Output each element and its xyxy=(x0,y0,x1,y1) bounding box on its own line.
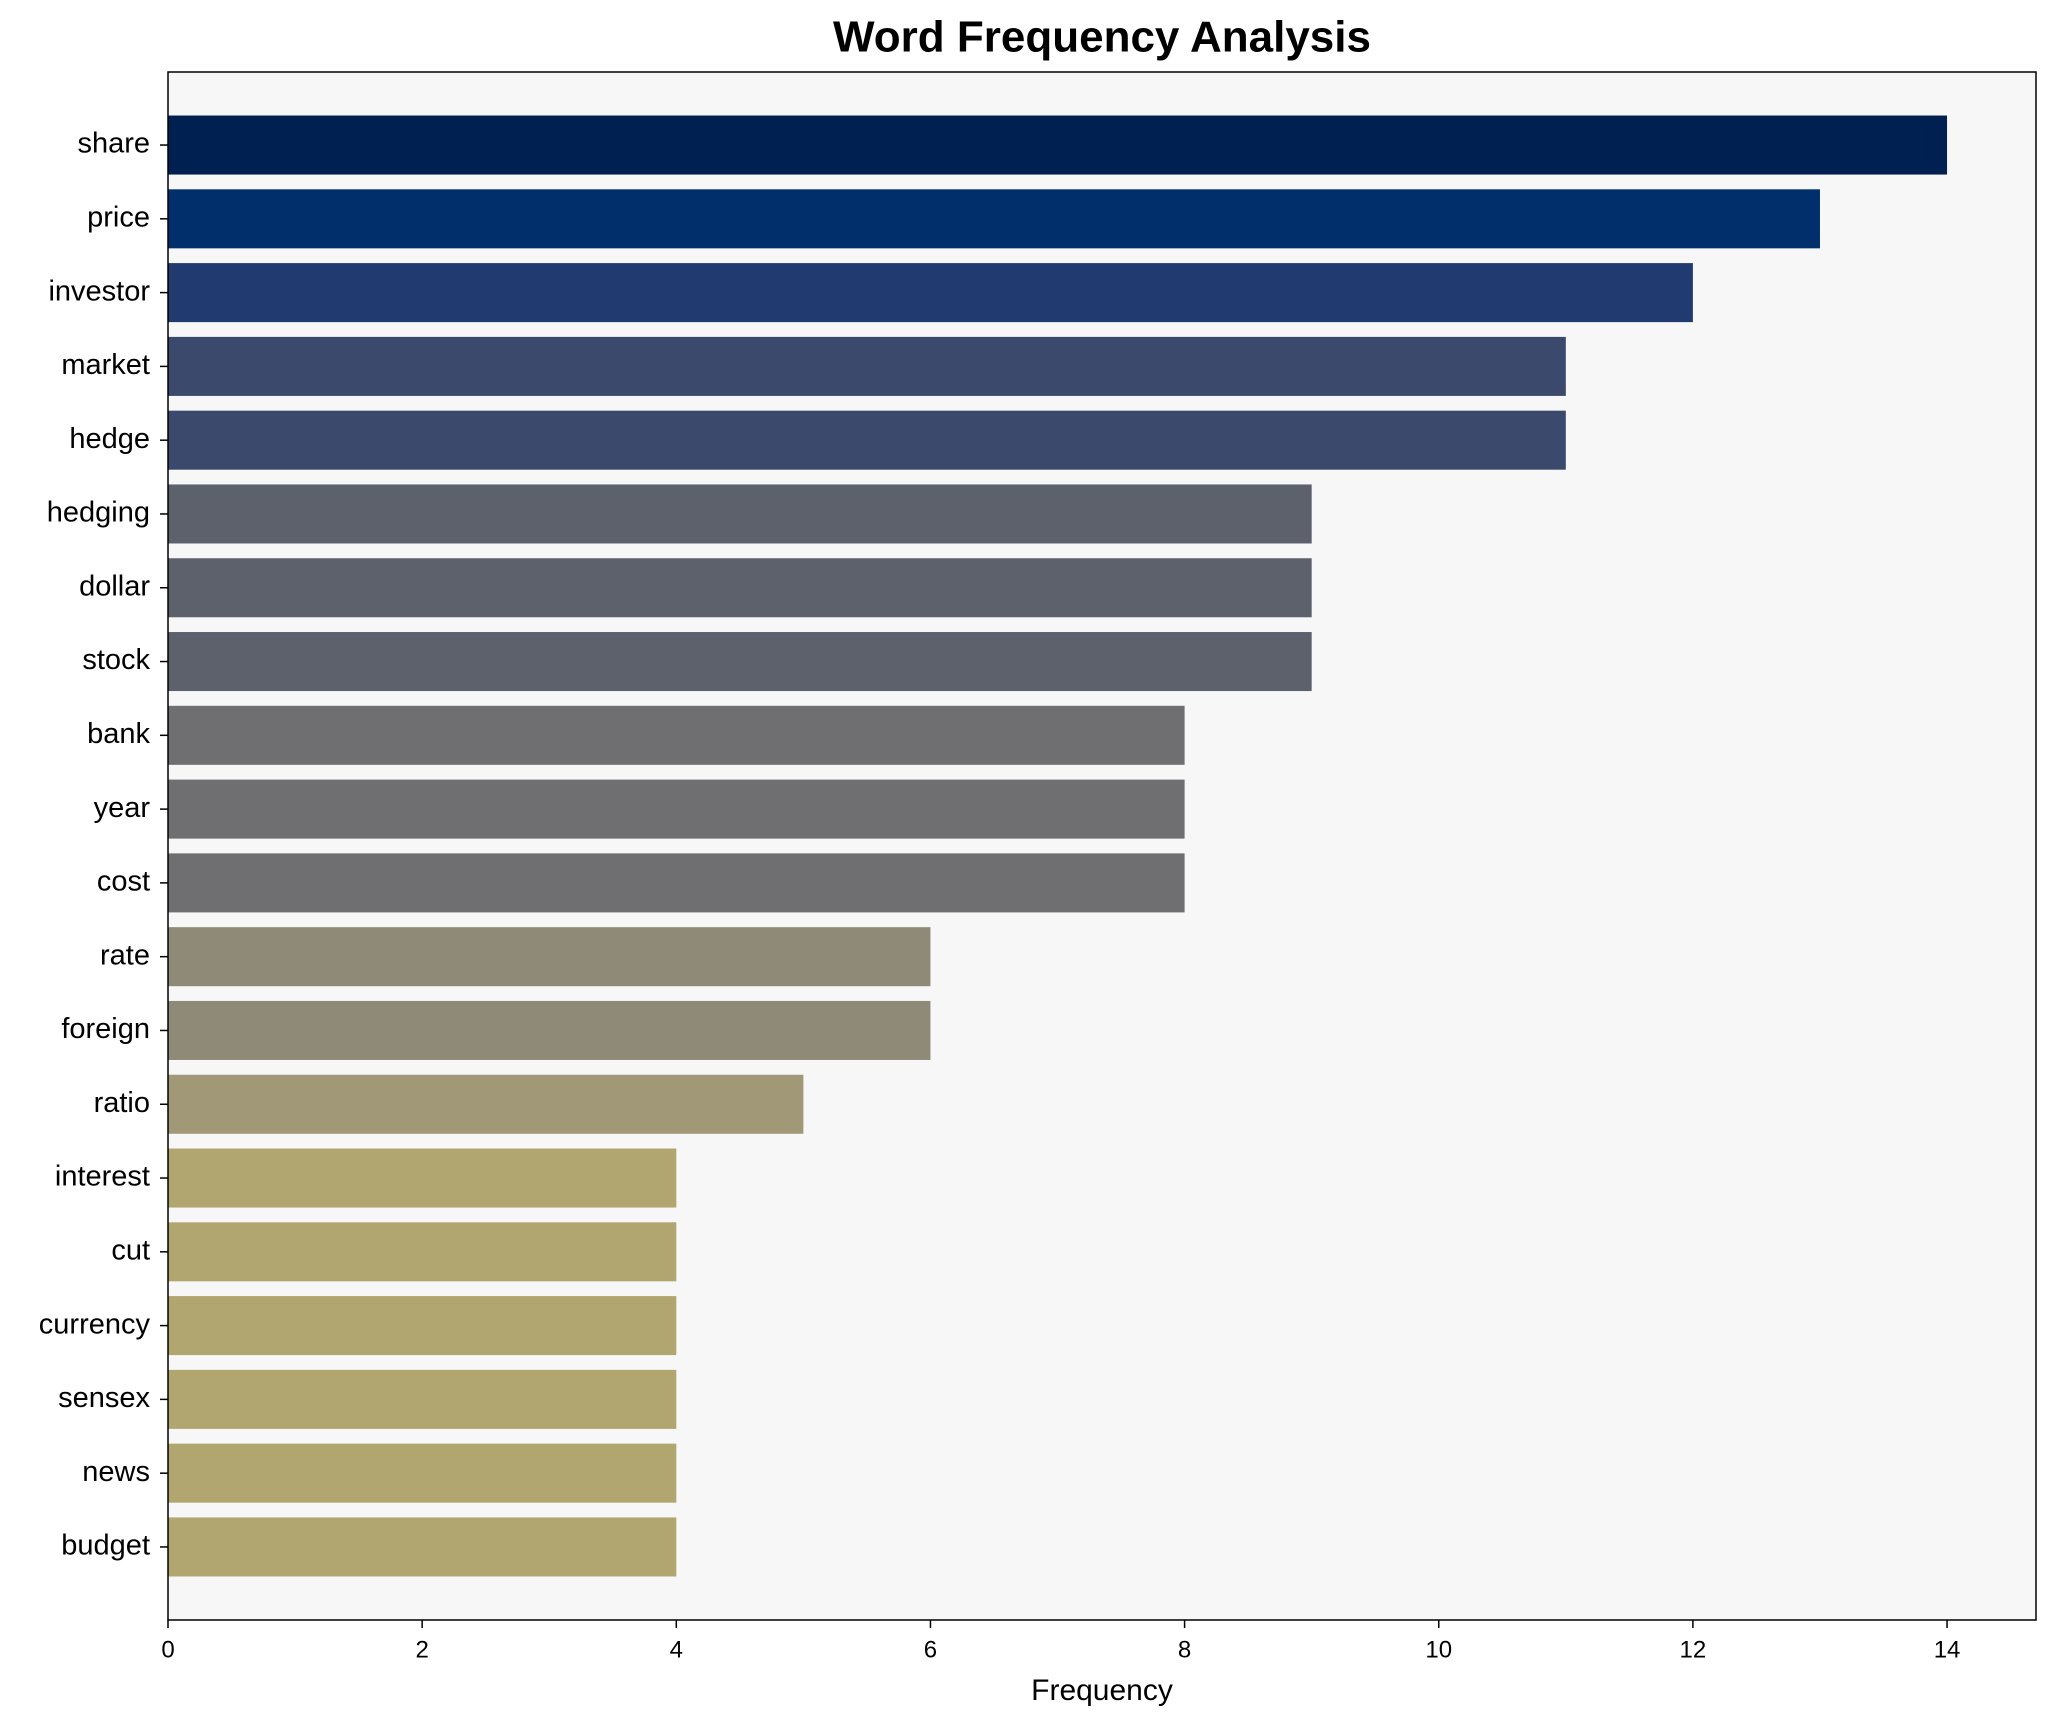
bar xyxy=(168,1369,677,1429)
bar xyxy=(168,1222,677,1282)
x-tick-label: 8 xyxy=(1178,1636,1191,1663)
x-tick-label: 10 xyxy=(1425,1636,1452,1663)
bar xyxy=(168,484,1312,544)
y-tick-label: rate xyxy=(100,939,150,971)
y-tick-label: share xyxy=(77,128,150,160)
bar xyxy=(168,1074,804,1134)
x-tick-label: 14 xyxy=(1934,1636,1961,1663)
bar xyxy=(168,558,1312,618)
x-tick-label: 4 xyxy=(670,1636,683,1663)
y-tick-label: interest xyxy=(55,1161,150,1193)
y-tick-label: market xyxy=(61,349,150,381)
plot-background xyxy=(168,72,2036,1620)
bar xyxy=(168,632,1312,692)
bar xyxy=(168,1443,677,1503)
bar xyxy=(168,336,1566,396)
bar xyxy=(168,705,1185,765)
x-axis-label: Frequency xyxy=(1031,1674,1173,1707)
plot-frame xyxy=(167,71,2037,1621)
bar xyxy=(168,927,931,987)
bar xyxy=(168,1517,677,1577)
y-tick-label: hedging xyxy=(47,497,150,529)
y-tick-label: year xyxy=(94,792,151,824)
bar xyxy=(168,853,1185,913)
bar xyxy=(168,115,1948,175)
x-tick-label: 0 xyxy=(161,1636,174,1663)
y-tick-label: foreign xyxy=(61,1013,150,1045)
x-tick-label: 6 xyxy=(924,1636,937,1663)
y-tick-label: price xyxy=(87,201,150,233)
bar xyxy=(168,410,1566,470)
y-tick-label: currency xyxy=(39,1308,151,1340)
bar xyxy=(168,1148,677,1208)
x-tick-label: 2 xyxy=(415,1636,428,1663)
chart-title: Word Frequency Analysis xyxy=(833,13,1371,62)
y-tick-label: dollar xyxy=(79,570,150,602)
y-tick-label: bank xyxy=(87,718,150,750)
y-tick-label: hedge xyxy=(69,423,150,455)
y-tick-label: budget xyxy=(61,1530,150,1562)
bar xyxy=(168,189,1820,249)
y-tick-label: stock xyxy=(82,644,150,676)
y-tick-label: cut xyxy=(111,1234,150,1266)
y-tick-label: ratio xyxy=(94,1087,150,1119)
y-tick-label: news xyxy=(82,1456,150,1488)
y-tick-label: sensex xyxy=(58,1382,150,1414)
x-tick-label: 12 xyxy=(1680,1636,1707,1663)
y-tick-label: investor xyxy=(48,275,150,307)
bar xyxy=(168,1296,677,1356)
bar xyxy=(168,1000,931,1060)
y-tick-label: cost xyxy=(97,866,150,898)
bar xyxy=(168,779,1185,839)
bar xyxy=(168,263,1693,323)
